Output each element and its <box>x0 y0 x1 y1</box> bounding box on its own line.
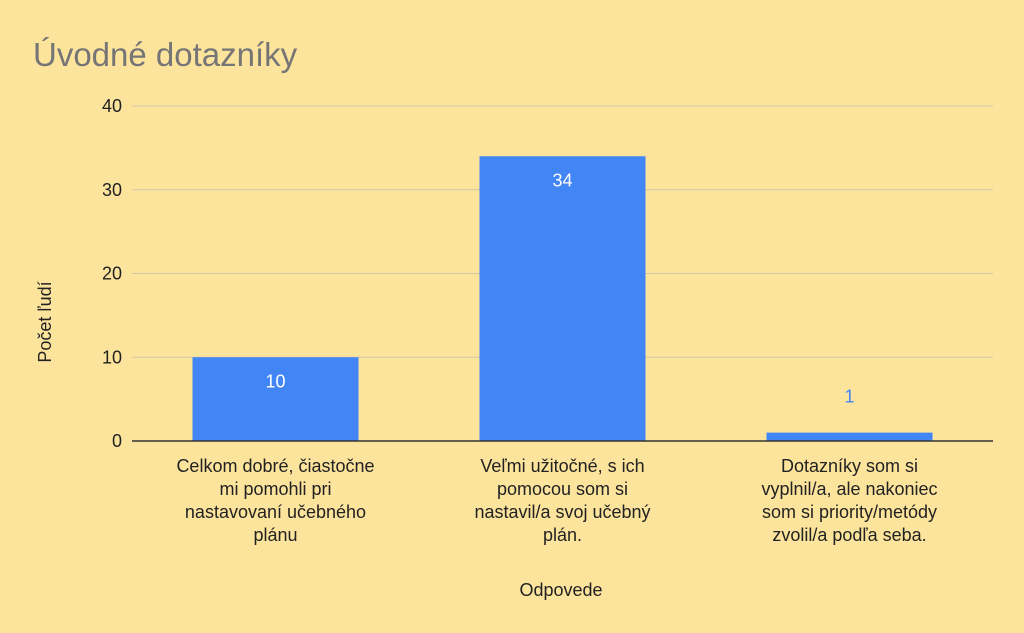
data-label: 1 <box>844 387 854 407</box>
y-tick-label: 10 <box>102 347 122 367</box>
y-tick-label: 40 <box>102 96 122 116</box>
y-axis-label: Počet ľudí <box>35 281 55 362</box>
x-axis-label: Odpovede <box>519 580 602 600</box>
x-tick-label: Veľmi užitočné, s ich pomocou som si nas… <box>474 456 651 545</box>
y-tick-label: 20 <box>102 264 122 284</box>
data-label: 34 <box>552 170 572 190</box>
bar <box>192 357 359 441</box>
chart-title: Úvodné dotazníky <box>33 36 298 73</box>
x-tick-label: Celkom dobré, čiastočne mi pomohli pri n… <box>176 456 375 545</box>
bar <box>766 432 933 441</box>
x-tick-label: Dotazníky som si vyplnil/a, ale nakoniec… <box>761 456 938 545</box>
bar <box>479 156 646 441</box>
y-tick-label: 30 <box>102 180 122 200</box>
y-tick-label: 0 <box>112 431 122 451</box>
data-label: 10 <box>265 371 285 391</box>
